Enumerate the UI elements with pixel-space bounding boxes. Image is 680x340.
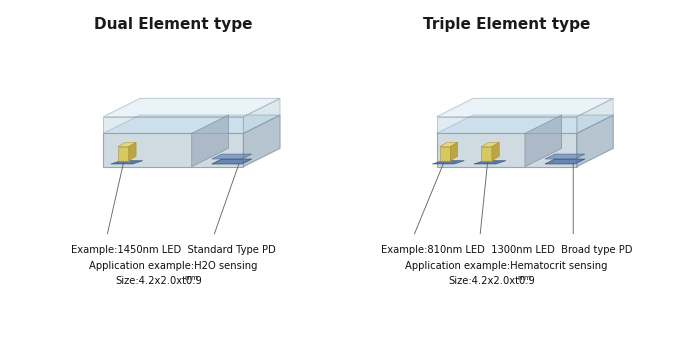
Text: Application example:H2O sensing: Application example:H2O sensing — [89, 261, 258, 271]
Polygon shape — [118, 142, 136, 147]
Polygon shape — [577, 98, 613, 133]
Polygon shape — [243, 98, 280, 133]
Polygon shape — [211, 154, 252, 159]
Text: mm: mm — [517, 275, 532, 281]
Text: mm: mm — [184, 275, 199, 281]
Polygon shape — [103, 115, 280, 133]
Polygon shape — [111, 161, 143, 164]
Polygon shape — [192, 115, 228, 167]
Polygon shape — [437, 98, 613, 117]
Polygon shape — [432, 161, 464, 164]
Polygon shape — [103, 98, 280, 117]
Polygon shape — [481, 147, 492, 161]
Polygon shape — [492, 142, 499, 161]
Polygon shape — [474, 161, 506, 164]
Polygon shape — [118, 147, 129, 161]
Polygon shape — [103, 117, 243, 133]
Polygon shape — [481, 142, 499, 147]
Polygon shape — [450, 142, 458, 161]
Polygon shape — [437, 133, 577, 167]
Polygon shape — [103, 133, 243, 167]
Polygon shape — [525, 115, 562, 167]
Text: Application example:Hematocrit sensing: Application example:Hematocrit sensing — [405, 261, 608, 271]
Text: Triple Element type: Triple Element type — [423, 17, 590, 32]
Polygon shape — [577, 115, 613, 167]
Polygon shape — [440, 147, 450, 161]
Polygon shape — [440, 142, 458, 147]
Polygon shape — [437, 117, 577, 133]
Polygon shape — [129, 142, 136, 161]
Text: Example:810nm LED  1300nm LED  Broad type PD: Example:810nm LED 1300nm LED Broad type … — [381, 245, 632, 255]
Polygon shape — [437, 115, 613, 133]
Text: Dual Element type: Dual Element type — [94, 17, 253, 32]
Text: Example:1450nm LED  Standard Type PD: Example:1450nm LED Standard Type PD — [71, 245, 276, 255]
Polygon shape — [545, 154, 585, 159]
Text: Size:4.2x2.0xt0.9: Size:4.2x2.0xt0.9 — [115, 276, 202, 286]
Text: Size:4.2x2.0xt0.9: Size:4.2x2.0xt0.9 — [448, 276, 535, 286]
Polygon shape — [243, 115, 280, 167]
Polygon shape — [211, 159, 252, 164]
Polygon shape — [545, 159, 585, 164]
